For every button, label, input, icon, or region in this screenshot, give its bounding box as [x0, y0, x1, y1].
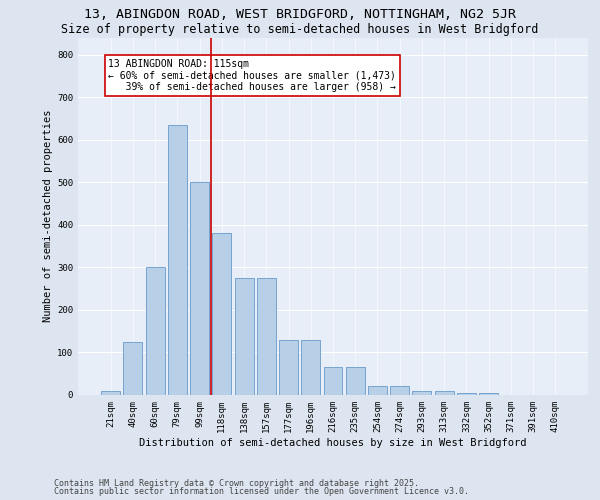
Bar: [279, 340, 298, 395]
Bar: [124, 342, 142, 395]
Bar: [457, 393, 476, 395]
Bar: [368, 386, 387, 395]
X-axis label: Distribution of semi-detached houses by size in West Bridgford: Distribution of semi-detached houses by …: [139, 438, 527, 448]
Bar: [390, 386, 409, 395]
Bar: [435, 390, 454, 395]
Text: 13, ABINGDON ROAD, WEST BRIDGFORD, NOTTINGHAM, NG2 5JR: 13, ABINGDON ROAD, WEST BRIDGFORD, NOTTI…: [84, 8, 516, 20]
Bar: [412, 390, 431, 395]
Text: Contains HM Land Registry data © Crown copyright and database right 2025.: Contains HM Land Registry data © Crown c…: [54, 478, 419, 488]
Bar: [346, 368, 365, 395]
Y-axis label: Number of semi-detached properties: Number of semi-detached properties: [43, 110, 53, 322]
Text: Contains public sector information licensed under the Open Government Licence v3: Contains public sector information licen…: [54, 487, 469, 496]
Bar: [479, 393, 498, 395]
Bar: [323, 368, 343, 395]
Bar: [146, 268, 164, 395]
Bar: [212, 234, 231, 395]
Bar: [190, 182, 209, 395]
Text: 13 ABINGDON ROAD: 115sqm
← 60% of semi-detached houses are smaller (1,473)
   39: 13 ABINGDON ROAD: 115sqm ← 60% of semi-d…: [109, 59, 396, 92]
Text: Size of property relative to semi-detached houses in West Bridgford: Size of property relative to semi-detach…: [61, 22, 539, 36]
Bar: [257, 278, 276, 395]
Bar: [235, 278, 254, 395]
Bar: [301, 340, 320, 395]
Bar: [168, 124, 187, 395]
Bar: [101, 390, 120, 395]
